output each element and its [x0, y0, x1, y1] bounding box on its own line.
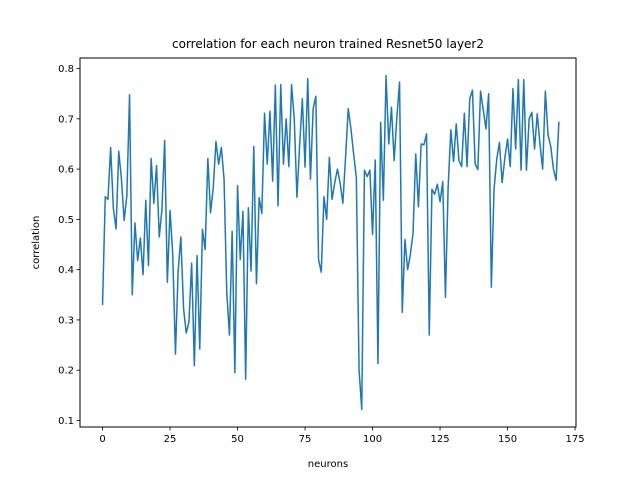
chart-title: correlation for each neuron trained Resn…: [172, 37, 484, 51]
y-tick-label: 0.2: [58, 366, 74, 377]
y-tick-label: 0.7: [58, 114, 74, 125]
y-tick-label: 0.8: [58, 64, 74, 75]
x-tick-label: 0: [99, 434, 105, 445]
axes-background: [80, 58, 576, 427]
x-tick-label: 100: [363, 434, 382, 445]
x-axis: 0 25 50 75 100 125 150 175: [99, 427, 585, 445]
y-tick-label: 0.5: [58, 215, 74, 226]
x-tick-label: 125: [431, 434, 450, 445]
y-tick-label: 0.6: [58, 165, 74, 176]
x-tick-label: 50: [231, 434, 244, 445]
line-layer: [101, 74, 560, 411]
y-axis-label: correlation: [31, 216, 42, 270]
series-line-0: [101, 74, 560, 411]
axes-frame: [79, 57, 577, 428]
y-tick-label: 0.4: [58, 265, 74, 276]
y-axis: 0.1 0.2 0.3 0.4 0.5 0.6 0.7 0.8: [58, 64, 80, 427]
x-tick-label: 25: [164, 434, 177, 445]
y-tick-label: 0.1: [58, 416, 74, 427]
y-tick-label: 0.3: [58, 315, 74, 326]
x-tick-label: 150: [498, 434, 517, 445]
x-tick-label: 175: [566, 434, 585, 445]
plot-area: [80, 58, 576, 427]
x-tick-label: 75: [299, 434, 312, 445]
x-axis-label: neurons: [308, 459, 348, 470]
